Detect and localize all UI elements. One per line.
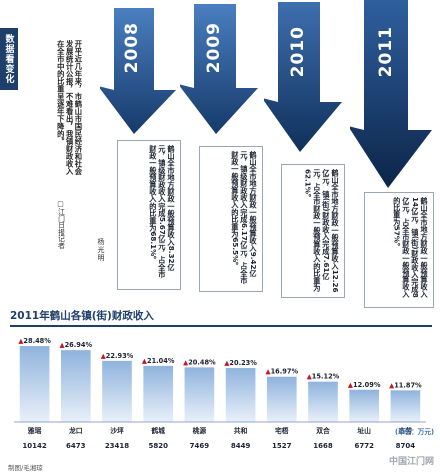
bar-3 xyxy=(102,360,132,422)
town-revenue-chart: ▲28.48% 雅瑶 10142 ▲26.94% 龙口 6473 ▲22.93% 沙坪 2341… xyxy=(14,337,426,450)
section-tag: 数据看变化 xyxy=(0,28,18,90)
bar-1 xyxy=(19,346,50,422)
growth-label-5: ▲20.48% xyxy=(183,358,216,366)
category-label-5: 桃源 xyxy=(193,426,207,435)
year-arrow-2011: 2011 xyxy=(350,0,436,188)
intro-text: 开平近几年来，市鹤山市国民经济和社会发展统计公报，不难看出，我镇财政收入在全市中… xyxy=(56,40,84,175)
bar-2 xyxy=(60,350,91,422)
category-label-8: 双合 xyxy=(316,426,330,435)
value-label-7: 1527 xyxy=(272,442,292,450)
growth-label-1: ▲28.48% xyxy=(18,337,51,345)
value-label-8: 1668 xyxy=(313,442,333,450)
bar-10 xyxy=(390,390,421,422)
growth-label-4: ▲21.04% xyxy=(142,357,175,365)
year-label-2011: 2011 xyxy=(376,26,396,78)
bar-5 xyxy=(184,367,215,422)
year-arrow-2010: 2010 xyxy=(264,2,346,152)
category-label-7: 宅梧 xyxy=(275,426,289,435)
category-label-2: 龙口 xyxy=(68,426,83,435)
year-label-2009: 2009 xyxy=(204,22,224,74)
credit: 制图/毛湘琼 xyxy=(8,464,43,472)
growth-label-2: ▲26.94% xyxy=(60,341,93,349)
source-line: □江门日报记者 xyxy=(56,200,65,249)
text-box-2009: 鹤山全市地方财政一般预算收入9.42亿元，镇级财政收入完成6.17亿元，占全市财… xyxy=(199,146,263,292)
chart-title-rule xyxy=(10,325,432,327)
value-label-3: 23418 xyxy=(105,442,129,450)
reporter-name: 杨光明 xyxy=(97,238,105,262)
category-label-4: 鹤城 xyxy=(151,426,165,435)
year-label-2008: 2008 xyxy=(122,22,142,74)
year-arrow-2009: 2009 xyxy=(180,4,262,134)
value-label-4: 5820 xyxy=(148,442,168,450)
growth-label-9: ▲12.09% xyxy=(348,381,381,389)
growth-label-6: ▲20.23% xyxy=(224,359,257,367)
bar-9 xyxy=(349,389,380,422)
bar-7 xyxy=(266,376,297,422)
value-label-9: 6772 xyxy=(354,442,374,450)
chart-title: 2011年鹤山各镇(街)财政收入 xyxy=(10,310,154,322)
watermark: 中国江门网 xyxy=(388,457,434,467)
bar-4 xyxy=(143,365,174,422)
growth-label-7: ▲16.97% xyxy=(266,368,299,376)
unit-label: (单位：万元) xyxy=(395,428,434,436)
value-label-1: 10142 xyxy=(22,442,46,450)
value-label-2: 6473 xyxy=(66,442,86,450)
value-label-6: 8449 xyxy=(231,442,251,450)
value-label-10: 8704 xyxy=(396,442,416,450)
bar-6 xyxy=(225,368,256,422)
growth-label-8: ▲15.12% xyxy=(307,373,340,381)
category-label-3: 沙坪 xyxy=(110,426,124,435)
category-label-10: 古劳 xyxy=(399,426,413,435)
category-label-6: 共和 xyxy=(234,426,248,435)
text-box-2011: 鹤山全市地方财政一般预算收入14亿元，镇(街)财政收入完成8亿元，占全市财政一般… xyxy=(364,192,434,308)
year-arrow-2008: 2008 xyxy=(100,8,180,134)
value-label-5: 7469 xyxy=(190,442,210,450)
growth-label-3: ▲22.93% xyxy=(101,352,134,360)
bar-8 xyxy=(308,381,338,422)
year-label-2010: 2010 xyxy=(288,26,308,78)
growth-label-10: ▲11.87% xyxy=(389,381,422,389)
category-label-1: 雅瑶 xyxy=(28,426,42,435)
category-label-9: 址山 xyxy=(357,426,371,435)
text-box-2008: 鹤山全市地方财政一般预算收入8.32亿元，镇级财政收入完成5.67亿元，占全市财… xyxy=(117,140,181,290)
text-box-2010: 鹤山全市地方财政一般预算收入12.26亿元，镇(街)财政收入完成7.61亿元，占… xyxy=(281,164,345,298)
